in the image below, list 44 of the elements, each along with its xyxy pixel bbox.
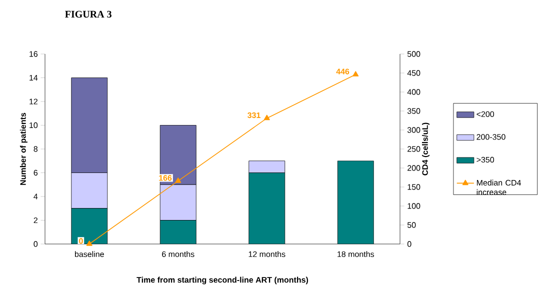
y-tick-label: 6: [34, 170, 38, 176]
y-tick-label: 8: [34, 146, 38, 152]
bar: [248, 172, 285, 244]
y-tick-label: 14: [30, 74, 38, 80]
data-label: 446: [336, 68, 350, 74]
y2-tick-label: 250: [408, 146, 420, 152]
x-tick-label: 6 months: [162, 251, 194, 258]
bar: [337, 160, 374, 244]
y2-tick-label: 350: [407, 108, 420, 114]
legend-label: >350: [476, 156, 494, 163]
y-tick-label: 10: [30, 122, 38, 128]
bar: [160, 220, 196, 244]
y2-tick-label: 50: [407, 222, 416, 228]
data-label: 0: [79, 238, 83, 244]
legend-label: 200-350: [476, 134, 506, 140]
y2-tick-label: 500: [407, 51, 420, 57]
bar: [71, 208, 108, 244]
y-tick-label: 12: [30, 98, 38, 104]
y-tick-label: 16: [30, 51, 38, 57]
y2-axis-title: CD4 (cells/uL): [422, 122, 430, 176]
y-axis-title: Number of patients: [20, 112, 28, 185]
x-tick-label: baseline: [74, 251, 104, 258]
x-tick-label: 18 months: [338, 251, 374, 258]
point: [264, 114, 270, 120]
y2-tick-label: 400: [407, 89, 420, 95]
y2-tick-label: 450: [407, 70, 420, 76]
x-axis-title: Time from starting second-line ART (months): [136, 276, 308, 284]
data-label: 166: [159, 175, 172, 181]
y2-tick-label: 300: [407, 127, 420, 133]
y-tick-label: 0: [34, 241, 38, 247]
x-tick-label: 12 months: [248, 251, 286, 258]
y2-tick-label: 100: [408, 203, 420, 209]
data-label: 331: [248, 112, 260, 118]
legend-label: <200: [476, 111, 494, 117]
point: [352, 71, 359, 76]
y-tick-label: 2: [34, 217, 38, 224]
y2-tick-label: 200: [408, 165, 420, 171]
chart-title: FIGURA 3: [65, 10, 112, 18]
legend-label: Median CD4 increase: [476, 180, 521, 196]
point: [86, 240, 92, 246]
point: [175, 178, 182, 183]
y2-tick-label: 0: [407, 241, 412, 247]
y-tick-label: 4: [34, 194, 38, 200]
y2-tick-label: 150: [408, 184, 420, 190]
